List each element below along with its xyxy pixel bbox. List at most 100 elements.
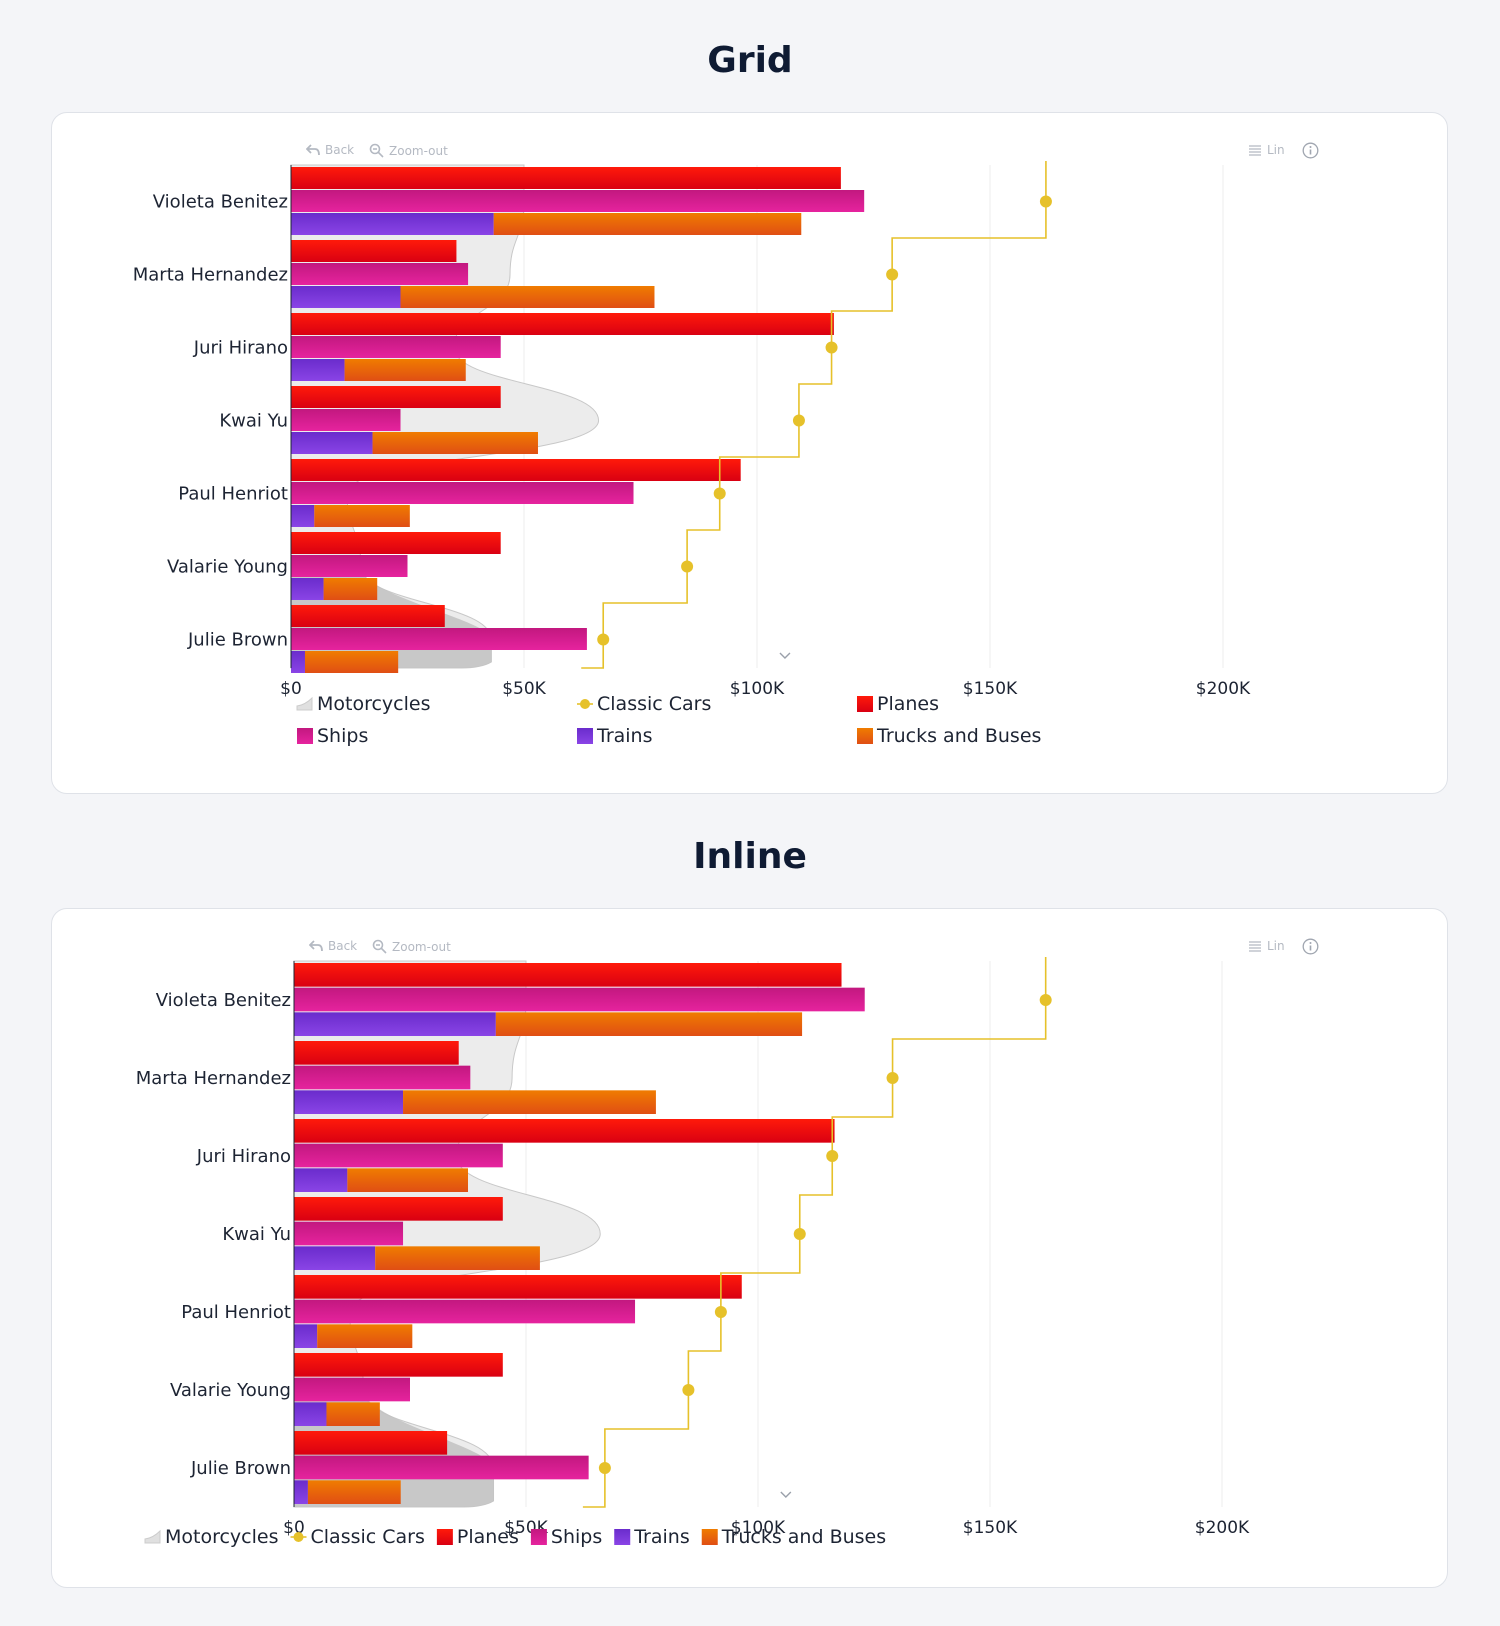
bar-planes-julie-brown [294, 1431, 448, 1455]
bar-ships-paul-henriot [294, 1299, 636, 1324]
chart-plot-inline[interactable]: Violeta Benitez Marta Hernandez Juri Hiran… [52, 909, 1447, 1587]
bar-planes-marta-hernandez [294, 1041, 459, 1065]
bar-trains-juri-hirano [294, 1168, 348, 1192]
bar-trucks-and-buses-violeta-benitez [495, 1012, 803, 1036]
bar-trains-julie-brown [291, 651, 305, 673]
point-classic-cars-valarie-young [682, 1384, 695, 1396]
category-label-marta-hernandez: Marta Hernandez [133, 265, 288, 286]
bar-trains-kwai-yu [291, 432, 373, 454]
classic-cars-line [581, 161, 1047, 669]
category-label-paul-henriot: Paul Henriot [181, 1302, 291, 1323]
legend-label: Trucks and Buses [876, 725, 1041, 747]
bar-planes-valarie-young [294, 1353, 503, 1377]
bar-trucks-and-buses-marta-hernandez [403, 1090, 656, 1114]
scale-toggle-button[interactable]: Lin [1248, 143, 1285, 157]
bar-trucks-and-buses-paul-henriot [317, 1324, 413, 1348]
bar-trains-kwai-yu [294, 1246, 376, 1270]
bar-planes-juri-hirano [294, 1119, 835, 1143]
legend-item-classic-cars[interactable]: Classic Cars [577, 693, 711, 715]
legend-item-trucks-and-buses[interactable]: Trucks and Buses [701, 1526, 886, 1548]
legend-item-motorcycles[interactable]: Motorcycles [296, 693, 431, 715]
bar-trains-violeta-benitez [291, 213, 494, 235]
category-label-julie-brown: Julie Brown [190, 1458, 291, 1479]
legend-marker-trains [577, 728, 593, 744]
legend-marker-classic-cars [580, 699, 590, 709]
legend-item-trucks-and-buses[interactable]: Trucks and Buses [857, 725, 1041, 747]
legend-item-classic-cars[interactable]: Classic Cars [290, 1526, 425, 1548]
bar-ships-juri-hirano [291, 336, 501, 358]
info-icon [1302, 142, 1319, 159]
bar-trains-marta-hernandez [291, 286, 401, 308]
bar-trains-paul-henriot [294, 1324, 318, 1348]
bar-ships-violeta-benitez [294, 987, 865, 1012]
legend-marker-planes [436, 1529, 453, 1545]
bar-planes-juri-hirano [291, 313, 834, 335]
info-button[interactable] [1302, 142, 1319, 159]
zoom-out-button[interactable]: Zoom-out [369, 143, 448, 158]
legend-label: Ships [317, 725, 368, 747]
bar-planes-violeta-benitez [294, 963, 842, 987]
x-tick-label: $0 [280, 679, 302, 699]
bar-planes-julie-brown [291, 605, 445, 627]
point-classic-cars-marta-hernandez [886, 268, 899, 281]
legend-item-planes[interactable]: Planes [857, 693, 939, 715]
x-tick-label: $150K [963, 1518, 1018, 1538]
legend-label: Trucks and Buses [721, 1526, 886, 1548]
bar-ships-julie-brown [291, 628, 587, 650]
back-button[interactable]: Back [306, 143, 354, 157]
legend-label: Classic Cars [597, 693, 711, 715]
bar-ships-juri-hirano [294, 1143, 503, 1168]
x-tick-label: $100K [730, 679, 785, 699]
section-title-inline: Inline [693, 836, 807, 877]
back-label: Back [325, 143, 355, 157]
point-classic-cars-kwai-yu [793, 1228, 806, 1240]
point-classic-cars-paul-henriot [713, 487, 726, 500]
x-tick-label: $200K [1196, 679, 1251, 699]
legend-item-trains[interactable]: Trains [614, 1526, 690, 1548]
legend-marker-classic-cars [293, 1532, 304, 1542]
bar-trucks-and-buses-kwai-yu [375, 1246, 540, 1270]
chart-plot-grid[interactable]: Violeta Benitez Marta Hernandez Juri Hiran… [52, 113, 1447, 793]
bar-planes-paul-henriot [291, 459, 741, 481]
category-label-valarie-young: Valarie Young [170, 1380, 291, 1401]
legend-item-planes[interactable]: Planes [436, 1526, 519, 1548]
bar-ships-violeta-benitez [291, 190, 865, 212]
point-classic-cars-violeta-benitez [1039, 994, 1052, 1006]
legend-label: Motorcycles [317, 693, 431, 715]
bar-planes-paul-henriot [294, 1275, 742, 1299]
legend-item-ships[interactable]: Ships [297, 725, 368, 747]
back-arrow-icon [306, 144, 320, 156]
category-label-juri-hirano: Juri Hirano [193, 338, 288, 359]
legend-item-trains[interactable]: Trains [577, 725, 653, 747]
info-icon [1302, 938, 1319, 955]
category-label-valarie-young: Valarie Young [167, 557, 288, 578]
bar-planes-valarie-young [291, 532, 501, 554]
bar-ships-marta-hernandez [294, 1065, 471, 1090]
bar-trains-julie-brown [294, 1480, 308, 1504]
point-classic-cars-violeta-benitez [1039, 195, 1052, 208]
bar-planes-marta-hernandez [291, 240, 457, 262]
legend-label: Planes [457, 1526, 519, 1548]
x-tick-label: $100K [731, 1518, 786, 1538]
scale-toggle-label: Lin [1267, 939, 1285, 953]
classic-cars-line [582, 957, 1047, 1508]
back-button[interactable]: Back [309, 939, 357, 953]
info-button[interactable] [1302, 938, 1319, 955]
zoom-out-button[interactable]: Zoom-out [372, 939, 451, 954]
bar-trucks-and-buses-marta-hernandez [400, 286, 655, 308]
scale-toggle-button[interactable]: Lin [1248, 939, 1285, 953]
category-label-paul-henriot: Paul Henriot [178, 484, 288, 505]
category-label-violeta-benitez: Violeta Benitez [156, 990, 291, 1011]
bar-trains-marta-hernandez [294, 1090, 404, 1114]
legend-item-motorcycles[interactable]: Motorcycles [144, 1526, 279, 1548]
bar-trucks-and-buses-valarie-young [326, 1402, 380, 1426]
point-classic-cars-julie-brown [597, 633, 610, 646]
legend-item-ships[interactable]: Ships [530, 1526, 602, 1548]
bar-trucks-and-buses-violeta-benitez [493, 213, 802, 235]
bar-trains-paul-henriot [291, 505, 315, 527]
point-classic-cars-kwai-yu [792, 414, 805, 427]
legend-label: Motorcycles [165, 1526, 279, 1548]
point-classic-cars-juri-hirano [826, 1150, 839, 1162]
chart-card-grid: Back Zoom-out Lin Violeta Benitez Marta H… [51, 112, 1448, 794]
bar-planes-kwai-yu [294, 1197, 503, 1221]
